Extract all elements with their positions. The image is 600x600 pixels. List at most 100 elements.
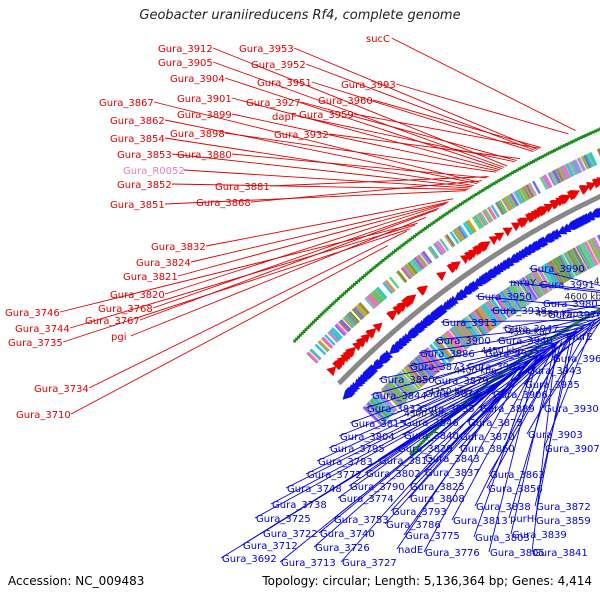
reverse-gene-label: Gura_3805 <box>490 548 545 559</box>
forward-leader-line <box>329 133 521 160</box>
gc-dot <box>503 369 507 373</box>
reverse-leader-line <box>510 344 556 535</box>
reverse-gene-label: Gura_3740 <box>320 529 375 540</box>
kbp-tick-label: 4400 kbp <box>454 366 497 376</box>
forward-feature-bar <box>562 164 572 179</box>
reverse-gene-label: Gura_3855 <box>420 404 475 415</box>
forward-gene-label: Gura_3881 <box>215 182 270 193</box>
reverse-feature-bar <box>418 353 438 375</box>
gc-dot <box>410 236 414 240</box>
gc-dot <box>445 211 449 215</box>
gc-dot <box>402 242 406 246</box>
gc-dot <box>562 144 566 148</box>
forward-feature-bar <box>557 167 566 181</box>
reverse-gene-label: Gura_3790 <box>350 482 405 493</box>
gc-dot <box>457 406 461 410</box>
reverse-gene-label: nadE <box>398 545 423 556</box>
reverse-gene-arrow <box>448 295 459 305</box>
forward-feature-bar <box>481 209 492 224</box>
reverse-gene-label: Gura_3923 <box>485 349 540 360</box>
reverse-gene-label: Gura_3802 <box>366 469 421 480</box>
forward-feature-bar <box>417 254 428 267</box>
reverse-gene-label: Gura_3774 <box>339 494 394 505</box>
gc-dot <box>588 313 592 317</box>
forward-feature-bar <box>405 263 416 276</box>
gc-dot <box>409 452 413 456</box>
forward-gene-arrow <box>387 309 398 320</box>
reverse-strand-arrows <box>342 207 600 400</box>
gc-dot <box>586 132 590 136</box>
gc-dot <box>560 145 564 149</box>
gc-dot <box>365 272 369 276</box>
gc-dot <box>456 204 460 208</box>
gc-dot <box>443 213 447 217</box>
reverse-gene-label: Gura_3856 <box>488 484 543 495</box>
gc-dot <box>432 220 436 224</box>
reverse-gene-label: Gura_3813 <box>453 516 508 527</box>
reverse-gene-label: Gura_3976 <box>548 310 600 321</box>
reverse-feature-bar <box>473 309 491 333</box>
gc-dot <box>532 159 536 163</box>
reverse-gene-label: Gura_3722 <box>263 529 318 540</box>
forward-gene-label: Gura_3951 <box>257 78 312 89</box>
forward-feature-bar <box>567 162 577 176</box>
gene-labels: Gura_3912 Gura_3905 Gura_3904 Gura_3901 Gura… <box>5 34 600 569</box>
reverse-feature-bar <box>442 333 461 356</box>
forward-feature-bar <box>565 163 575 177</box>
reverse-gene-label: murE <box>566 332 593 343</box>
forward-feature-bar <box>577 157 586 171</box>
gc-dot <box>465 399 469 403</box>
gc-dot <box>312 320 316 324</box>
gc-dot <box>527 352 531 356</box>
forward-feature-bar <box>523 185 533 199</box>
gc-dot <box>577 137 581 141</box>
reverse-gene-label: Gura_3962 <box>553 354 600 365</box>
feature-tracks <box>306 148 600 427</box>
forward-leader-line <box>232 113 499 172</box>
forward-gene-label: Gura_3932 <box>274 130 329 141</box>
gc-dot <box>577 320 581 324</box>
reverse-leader-line <box>328 359 533 449</box>
reverse-feature-bar <box>476 307 494 330</box>
reverse-gene-label: Gura_3859 <box>536 516 591 527</box>
reverse-feature-bar <box>468 313 486 336</box>
forward-feature-bar <box>455 227 465 241</box>
gc-dot <box>308 324 312 328</box>
gc-dot <box>300 331 304 335</box>
reverse-leader-line <box>528 267 600 286</box>
reverse-gene-label: Gura_3838 <box>476 502 531 513</box>
reverse-gene-label: Gura_3930 <box>544 404 599 415</box>
reverse-gene-arrow <box>383 350 394 360</box>
forward-gene-label: Gura_3744 <box>15 324 70 335</box>
forward-leader-line <box>372 99 542 149</box>
gc-dot <box>436 217 440 221</box>
gc-dot <box>463 200 467 204</box>
reverse-leader-line <box>285 375 512 489</box>
gc-dot <box>536 157 540 161</box>
gc-dot <box>417 444 421 448</box>
reverse-feature-bar <box>490 297 508 321</box>
reverse-gene-label: Gura_3938 <box>492 306 547 317</box>
forward-feature-bar <box>436 240 447 254</box>
gc-dot <box>335 298 339 302</box>
forward-gene-label: Gura_3853 <box>117 150 172 161</box>
reverse-feature-bar <box>401 368 421 390</box>
forward-feature-bar <box>370 292 382 305</box>
reverse-feature-bar <box>514 281 532 305</box>
reverse-leader-line <box>483 317 600 354</box>
reverse-leader-line <box>473 357 537 538</box>
reverse-leader-line <box>254 384 500 519</box>
forward-feature-bar <box>484 208 494 222</box>
forward-leader-line <box>165 119 478 184</box>
forward-feature-bar <box>335 323 348 335</box>
forward-feature-bar <box>502 197 512 211</box>
reverse-feature-bar <box>572 247 588 272</box>
forward-feature-bar <box>452 229 463 243</box>
reverse-feature-bar <box>526 274 542 298</box>
gc-dot <box>498 373 502 377</box>
reverse-gene-label: Gura_3907 <box>545 444 600 455</box>
gc-dot <box>447 210 451 214</box>
forward-feature-bar <box>338 320 351 333</box>
forward-feature-bar <box>309 348 322 360</box>
forward-strand-arrows <box>326 177 600 377</box>
